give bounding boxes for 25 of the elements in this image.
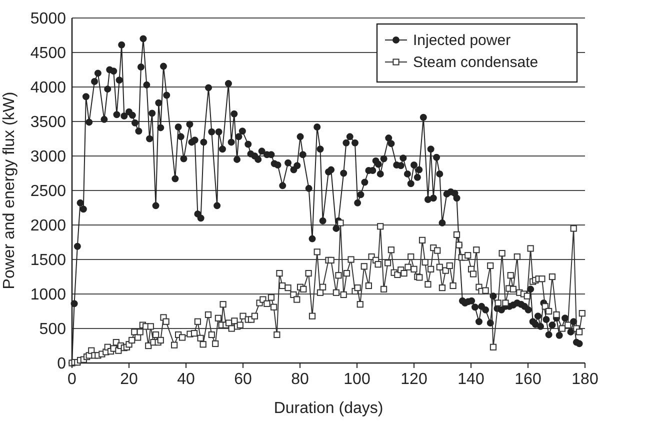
x-tick-label: 140	[458, 371, 484, 388]
y-axis-title: Power and energy flux (kW)	[1, 92, 18, 290]
y-tick-label: 1500	[30, 252, 66, 269]
x-axis-title: Duration (days)	[274, 400, 384, 417]
x-tick-label: 80	[291, 371, 309, 388]
x-tick-label: 0	[68, 371, 77, 388]
y-tick-label: 4500	[30, 45, 66, 62]
y-tick-label: 2500	[30, 183, 66, 200]
y-tick-label: 3000	[30, 148, 66, 166]
y-tick-label: 5000	[30, 10, 66, 28]
x-tick-label: 180	[572, 371, 598, 388]
x-tick-label: 120	[400, 371, 428, 388]
x-tick-label: 60	[234, 371, 252, 388]
y-tick-label: 0	[57, 356, 66, 372]
legend-label: Steam condensate	[413, 54, 538, 71]
y-tick-label: 3500	[30, 114, 66, 131]
y-tick-label: 1000	[30, 286, 66, 304]
y-tick-label: 4000	[30, 80, 66, 96]
x-tick-label: 20	[120, 371, 138, 388]
x-tick-label: 40	[177, 371, 195, 388]
y-tick-label: 500	[39, 321, 66, 338]
x-tick-label: 160	[514, 371, 542, 388]
x-tick-label: 100	[344, 371, 370, 388]
legend-label: Injected power	[413, 32, 511, 49]
y-tick-label: 2000	[30, 218, 66, 234]
